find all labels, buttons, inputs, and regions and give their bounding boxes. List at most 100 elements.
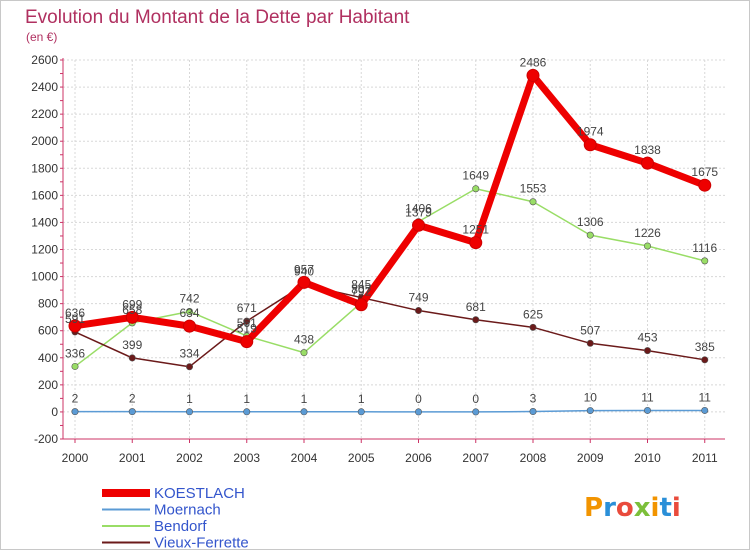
data-label-bendorf: 807 — [351, 283, 371, 297]
data-label-bendorf: 561 — [237, 316, 257, 330]
data-label-koestlach: 1251 — [462, 223, 489, 237]
y-tick-label: 2600 — [31, 53, 58, 67]
legend-label-moernach: Moernach — [154, 502, 221, 519]
data-point-moernach — [701, 406, 709, 414]
y-tick-label: 0 — [51, 405, 58, 419]
data-label-koestlach: 2486 — [520, 55, 547, 69]
data-label-koestlach: 1675 — [691, 165, 718, 179]
chart-subtitle: (en €) — [26, 30, 57, 44]
chart-title: Evolution du Montant de la Dette par Hab… — [25, 7, 410, 28]
data-label-bendorf: 1306 — [577, 215, 604, 229]
data-point-koestlach — [125, 310, 139, 324]
data-label-moernach: 2 — [72, 392, 79, 406]
data-label-moernach: 11 — [641, 390, 654, 404]
y-tick-label: 2000 — [31, 134, 58, 148]
series-line-koestlach — [71, 71, 709, 346]
data-point-koestlach — [297, 275, 311, 289]
data-label-vieux-ferrette: 507 — [580, 323, 600, 337]
data-label-bendorf: 1406 — [405, 202, 432, 216]
y-tick-label: 1800 — [31, 161, 58, 175]
data-label-bendorf: 1649 — [462, 169, 489, 183]
legend-label-bendorf: Bendorf — [154, 518, 207, 535]
x-tick-label: 2006 — [405, 451, 432, 465]
y-tick-label: 1200 — [31, 243, 58, 257]
data-point-moernach — [357, 408, 365, 416]
data-label-moernach: 0 — [472, 392, 479, 406]
series-line-moernach — [74, 409, 706, 413]
data-label-koestlach: 1974 — [577, 125, 604, 139]
data-label-koestlach: 1379 — [405, 205, 432, 219]
data-label-moernach: 1 — [301, 392, 308, 406]
data-point-moernach — [71, 408, 79, 416]
data-point-koestlach — [526, 68, 540, 82]
data-point-vieux-ferrette — [186, 363, 194, 371]
data-point-vieux-ferrette — [701, 356, 709, 364]
data-point-bendorf — [71, 362, 79, 370]
logo-letter: r — [603, 493, 616, 523]
data-point-vieux-ferrette — [414, 307, 422, 315]
data-label-moernach: 2 — [129, 392, 136, 406]
data-label-vieux-ferrette: 749 — [408, 291, 428, 305]
data-point-koestlach — [469, 236, 483, 250]
data-point-moernach — [128, 408, 136, 416]
data-point-bendorf — [300, 349, 308, 357]
data-label-bendorf: 658 — [122, 303, 142, 317]
data-point-bendorf — [186, 307, 194, 315]
data-point-koestlach — [698, 178, 712, 192]
data-label-vieux-ferrette: 453 — [637, 331, 657, 345]
data-point-moernach — [586, 407, 594, 415]
data-label-moernach: 10 — [584, 391, 598, 405]
y-tick-label: 200 — [38, 378, 58, 392]
data-label-bendorf: 1116 — [692, 241, 717, 255]
data-label-moernach: 0 — [415, 392, 422, 406]
series-line-bendorf — [74, 187, 706, 368]
x-tick-label: 2004 — [291, 451, 318, 465]
series-group — [68, 68, 712, 416]
data-label-koestlach: 519 — [237, 322, 257, 336]
y-tick-label: 400 — [38, 351, 58, 365]
data-label-koestlach: 634 — [179, 306, 199, 320]
data-label-vieux-ferrette: 940 — [294, 265, 314, 279]
data-point-vieux-ferrette — [243, 317, 251, 325]
y-tick-label: 1400 — [31, 215, 58, 229]
logo-letter: i — [672, 493, 681, 523]
proxiti-logo: Proxiti — [584, 493, 681, 523]
data-label-koestlach: 792 — [351, 285, 371, 299]
data-label-moernach: 1 — [186, 392, 193, 406]
data-point-moernach — [529, 408, 537, 416]
data-point-bendorf — [643, 242, 651, 250]
x-tick-label: 2011 — [692, 451, 718, 465]
data-point-koestlach — [68, 319, 82, 333]
legend-label-vieux-ferrette: Vieux-Ferrette — [154, 535, 249, 550]
x-tick-label: 2005 — [348, 451, 375, 465]
data-labels: 6366996345199577921379125124861974183816… — [65, 55, 718, 405]
data-label-vieux-ferrette: 385 — [695, 340, 715, 354]
x-tick-label: 2007 — [462, 451, 489, 465]
data-label-koestlach: 1838 — [634, 143, 661, 157]
data-point-koestlach — [354, 298, 368, 312]
x-tick-label: 2002 — [176, 451, 203, 465]
data-label-moernach: 11 — [699, 390, 712, 404]
logo-letter: P — [584, 493, 603, 523]
logo-letter: x — [634, 493, 651, 523]
data-point-moernach — [472, 408, 480, 416]
data-label-koestlach: 636 — [65, 306, 85, 320]
x-tick-label: 2003 — [233, 451, 260, 465]
data-label-vieux-ferrette: 334 — [179, 347, 199, 361]
data-label-bendorf: 1553 — [520, 182, 547, 196]
data-point-koestlach — [183, 319, 196, 333]
data-point-moernach — [243, 408, 251, 416]
data-point-vieux-ferrette — [586, 339, 594, 347]
data-label-vieux-ferrette: 625 — [523, 307, 543, 321]
data-label-moernach: 1 — [243, 392, 250, 406]
data-point-vieux-ferrette — [472, 316, 480, 324]
data-point-moernach — [643, 406, 651, 414]
data-point-koestlach — [641, 156, 654, 170]
logo-letter: t — [659, 493, 671, 523]
data-label-vieux-ferrette: 671 — [237, 301, 257, 315]
y-tick-label: 1000 — [31, 270, 58, 284]
y-tick-label: 2200 — [31, 107, 58, 121]
data-label-bendorf: 1226 — [634, 226, 661, 240]
